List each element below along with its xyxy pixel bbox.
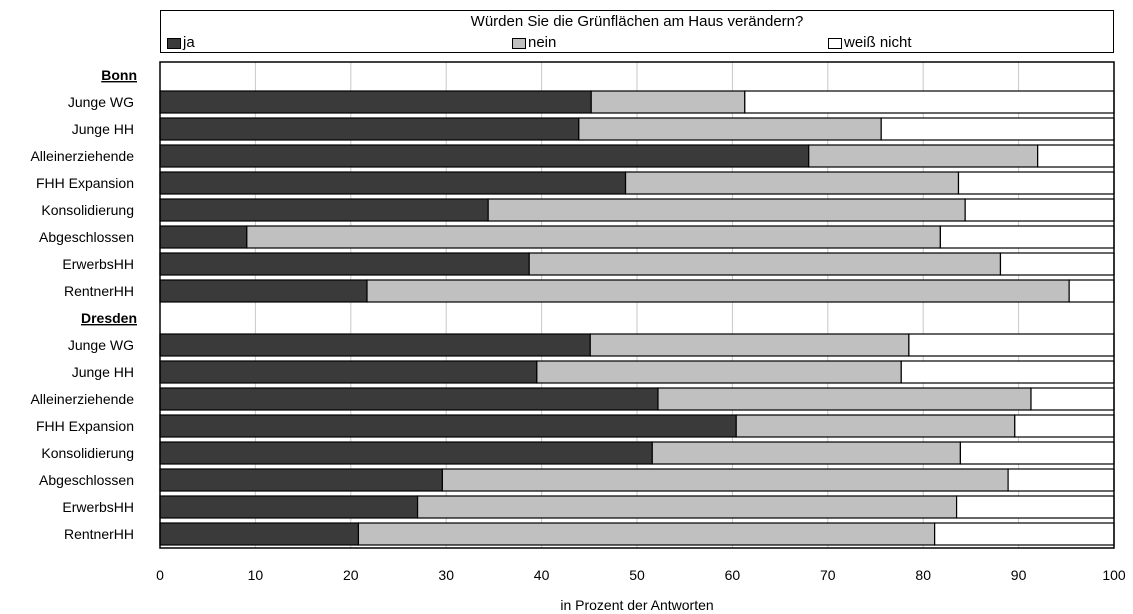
- legend-label-ja: ja: [183, 34, 195, 51]
- bar-segment-nein: [589, 333, 910, 357]
- bar-segment-weiss-nicht: [908, 333, 1115, 357]
- bar-segment-weiss-nicht: [1068, 279, 1115, 303]
- category-label: ErwerbsHH: [62, 256, 134, 272]
- plot-frame: [159, 61, 1115, 549]
- bar-segment-nein: [528, 252, 1002, 276]
- legend-swatch-nein: [512, 37, 526, 49]
- x-tick-label: 60: [725, 567, 741, 583]
- bar-segment-weiss-nicht: [939, 225, 1115, 249]
- bar-segment-weiss-nicht: [1007, 468, 1115, 492]
- legend-label-weiss-nicht: weiß nicht: [844, 34, 912, 51]
- bar-segment-ja: [159, 441, 653, 465]
- category-label: Konsolidierung: [41, 202, 134, 218]
- bar-segment-ja: [159, 468, 443, 492]
- legend-swatch-weiss-nicht: [828, 37, 842, 49]
- legend-label-nein: nein: [528, 34, 557, 51]
- x-tick-label: 0: [156, 567, 164, 583]
- x-tick-label: 40: [534, 567, 550, 583]
- bar-segment-weiss-nicht: [1014, 414, 1115, 438]
- x-tick-label: 20: [343, 567, 359, 583]
- bar-segment-ja: [159, 387, 659, 411]
- legend-swatch-ja: [167, 37, 181, 49]
- category-label: Abgeschlossen: [39, 229, 134, 245]
- bar-segment-ja: [159, 171, 627, 195]
- category-label: RentnerHH: [64, 283, 134, 299]
- category-label: Junge WG: [68, 337, 134, 353]
- group-label: Dresden: [81, 310, 137, 326]
- x-tick-label: 90: [1011, 567, 1027, 583]
- category-label: ErwerbsHH: [62, 499, 134, 515]
- bar-segment-nein: [590, 90, 746, 114]
- bar-segment-ja: [159, 198, 489, 222]
- bar-segment-ja: [159, 279, 368, 303]
- bar-segment-ja: [159, 252, 530, 276]
- bar-segment-weiss-nicht: [1030, 387, 1115, 411]
- x-tick-label: 70: [820, 567, 836, 583]
- x-axis-label: in Prozent der Antworten: [560, 597, 713, 613]
- group-label: Bonn: [101, 67, 137, 83]
- bar-segment-weiss-nicht: [957, 171, 1115, 195]
- bar-segment-weiss-nicht: [959, 441, 1115, 465]
- bar-segment-nein: [578, 117, 882, 141]
- bar-segment-ja: [159, 495, 419, 519]
- bar-segment-weiss-nicht: [955, 495, 1115, 519]
- bar-segment-nein: [651, 441, 962, 465]
- x-tick-label: 80: [915, 567, 931, 583]
- bar-segment-nein: [735, 414, 1016, 438]
- bar-segment-nein: [487, 198, 966, 222]
- bar-segment-weiss-nicht: [900, 360, 1115, 384]
- bar-segment-weiss-nicht: [1037, 144, 1115, 168]
- bar-segment-ja: [159, 360, 538, 384]
- bar-segment-ja: [159, 225, 248, 249]
- category-label: FHH Expansion: [36, 175, 134, 191]
- chart-title: Würden Sie die Grünflächen am Haus verän…: [470, 13, 804, 30]
- x-tick-label: 50: [629, 567, 645, 583]
- bar-segment-ja: [159, 522, 360, 546]
- bar-segment-weiss-nicht: [964, 198, 1115, 222]
- category-label: FHH Expansion: [36, 418, 134, 434]
- bar-segment-nein: [441, 468, 1009, 492]
- category-label: Alleinerziehende: [30, 391, 134, 407]
- bar-segment-weiss-nicht: [880, 117, 1115, 141]
- x-axis-ticks: 0 10 20 30 40 50 60 70 80 90 100: [156, 567, 1126, 583]
- category-label: Abgeschlossen: [39, 472, 134, 488]
- category-label: Konsolidierung: [41, 445, 134, 461]
- legend: Würden Sie die Grünflächen am Haus verän…: [160, 10, 1114, 53]
- gridlines: [254, 62, 1020, 548]
- category-labels: Bonn Junge WG Junge HH Alleinerziehende FHH …: [30, 67, 137, 542]
- x-tick-label: 100: [1102, 567, 1126, 583]
- category-label: RentnerHH: [64, 526, 134, 542]
- bars: [159, 90, 1115, 546]
- bar-segment-nein: [246, 225, 941, 249]
- bar-segment-ja: [159, 117, 580, 141]
- bar-segment-nein: [366, 279, 1070, 303]
- bar-segment-ja: [159, 333, 591, 357]
- bar-segment-ja: [159, 144, 810, 168]
- bar-segment-nein: [808, 144, 1039, 168]
- bar-segment-weiss-nicht: [999, 252, 1115, 276]
- bar-segment-nein: [624, 171, 960, 195]
- legend-item-ja: ja: [167, 34, 195, 51]
- x-tick-label: 30: [438, 567, 454, 583]
- bar-segment-nein: [536, 360, 902, 384]
- bar-segment-weiss-nicht: [934, 522, 1115, 546]
- category-label: Junge HH: [72, 121, 134, 137]
- legend-item-weiss-nicht: weiß nicht: [828, 34, 912, 51]
- category-label: Junge HH: [72, 364, 134, 380]
- category-label: Junge WG: [68, 94, 134, 110]
- bar-segment-ja: [159, 414, 737, 438]
- bar-segment-nein: [357, 522, 936, 546]
- bar-segment-nein: [657, 387, 1032, 411]
- category-label: Alleinerziehende: [30, 148, 134, 164]
- x-tick-label: 10: [248, 567, 264, 583]
- bar-segment-weiss-nicht: [744, 90, 1115, 114]
- bar-segment-nein: [416, 495, 958, 519]
- legend-item-nein: nein: [512, 34, 557, 51]
- bar-segment-ja: [159, 90, 592, 114]
